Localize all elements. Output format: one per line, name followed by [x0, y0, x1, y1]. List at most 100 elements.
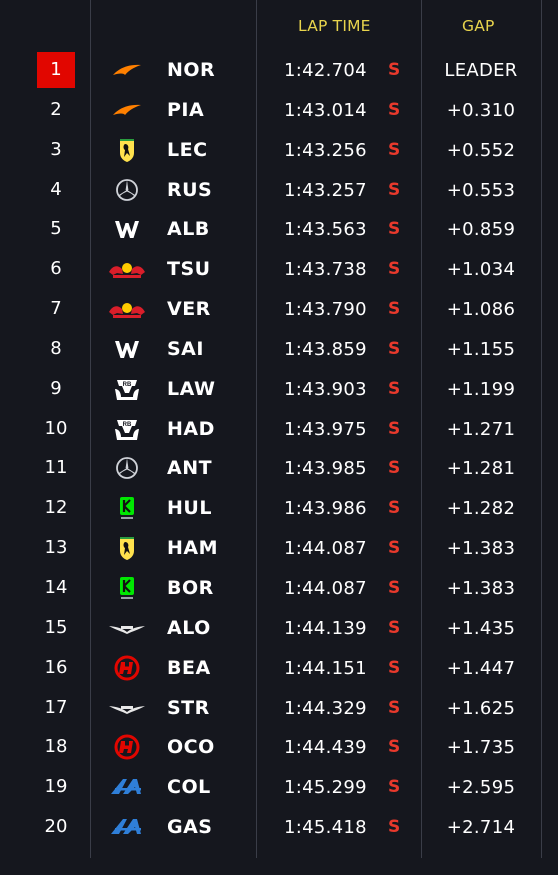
haas-logo — [107, 654, 147, 682]
position-number: 3 — [50, 138, 62, 160]
driver-code: GAS — [167, 816, 213, 839]
lap-time: 1:44.329 — [284, 697, 367, 719]
driver-code: LAW — [167, 377, 216, 400]
gap-value: +1.435 — [446, 617, 516, 639]
lap-time: 1:43.903 — [284, 378, 367, 400]
racing-bulls-logo: RB — [107, 415, 147, 443]
table-row: 12 HUL 1:43.986 S +1.282 — [0, 489, 558, 529]
position-number: 16 — [44, 656, 68, 678]
position-number: 14 — [44, 576, 68, 598]
lap-time: 1:43.986 — [284, 498, 367, 520]
lap-time: 1:43.256 — [284, 139, 367, 161]
driver-code: VER — [167, 298, 211, 321]
table-row: 7 VER 1:43.790 S +1.086 — [0, 290, 558, 330]
driver-code: ALB — [167, 218, 210, 241]
ferrari-logo — [107, 136, 147, 164]
tyre-compound: S — [388, 338, 401, 359]
lap-time: 1:45.299 — [284, 777, 367, 799]
driver-code: LEC — [167, 138, 208, 161]
tyre-compound: S — [388, 299, 401, 320]
ferrari-logo — [107, 534, 147, 562]
table-row: 17 STR 1:44.329 S +1.625 — [0, 689, 558, 729]
mclaren-logo — [107, 96, 147, 124]
table-row: 16 BEA 1:44.151 S +1.447 — [0, 649, 558, 689]
alpine-logo — [107, 773, 147, 801]
tyre-compound: S — [388, 99, 401, 120]
gap-value: +1.383 — [446, 577, 516, 599]
gap-value: +1.447 — [446, 657, 516, 679]
tyre-compound: S — [388, 60, 401, 80]
mclaren-logo — [107, 56, 147, 84]
driver-code: COL — [167, 776, 211, 799]
position-number: 20 — [44, 816, 68, 838]
driver-code: BOR — [167, 576, 214, 599]
position-number: 6 — [50, 258, 62, 280]
mercedes-logo — [107, 454, 147, 482]
gap-value: +2.595 — [446, 777, 516, 799]
table-row: 1 NOR 1:42.704 S LEADER — [0, 51, 558, 91]
header-gap: GAP — [462, 17, 495, 35]
tyre-compound: S — [388, 617, 401, 638]
driver-code: ALO — [167, 616, 211, 639]
position-number: 1 — [37, 52, 75, 88]
position-number: 12 — [44, 497, 68, 519]
table-row: 14 BOR 1:44.087 S +1.383 — [0, 569, 558, 609]
redbull-logo — [107, 295, 147, 323]
header-lap-time: LAP TIME — [298, 17, 371, 35]
tyre-compound: S — [388, 179, 401, 200]
column-divider — [541, 0, 542, 858]
tyre-compound: S — [388, 219, 401, 240]
kick-sauber-logo — [107, 494, 147, 522]
position-number: 11 — [44, 457, 68, 479]
gap-value: +0.553 — [446, 179, 516, 201]
driver-code: SAI — [167, 337, 204, 360]
tyre-compound: S — [388, 777, 401, 798]
table-row: 15 ALO 1:44.139 S +1.435 — [0, 609, 558, 649]
position-number: 4 — [50, 178, 62, 200]
timing-table: 1 NOR 1:42.704 S LEADER 2 PIA 1:43.014 S +0.310… — [0, 51, 558, 848]
table-row: 19 COL 1:45.299 S +2.595 — [0, 768, 558, 808]
gap-value: +1.199 — [446, 378, 516, 400]
position-number: 7 — [50, 298, 62, 320]
tyre-compound: S — [388, 418, 401, 439]
gap-value: LEADER — [444, 60, 518, 81]
gap-value: +0.310 — [446, 99, 516, 121]
gap-value: +1.735 — [446, 737, 516, 759]
tyre-compound: S — [388, 697, 401, 718]
position-number: 15 — [44, 616, 68, 638]
gap-value: +1.625 — [446, 697, 516, 719]
position-number: 9 — [50, 377, 62, 399]
lap-time: 1:43.859 — [284, 338, 367, 360]
lap-time: 1:43.975 — [284, 418, 367, 440]
driver-code: PIA — [167, 98, 205, 121]
driver-code: HAD — [167, 417, 215, 440]
table-row: 13 HAM 1:44.087 S +1.383 — [0, 529, 558, 569]
position-number: 13 — [44, 537, 68, 559]
position-number: 2 — [50, 98, 62, 120]
tyre-compound: S — [388, 139, 401, 160]
svg-text:RB: RB — [123, 422, 132, 428]
column-divider — [421, 0, 422, 858]
lap-time: 1:43.563 — [284, 219, 367, 241]
table-row: 18 OCO 1:44.439 S +1.735 — [0, 728, 558, 768]
gap-value: +1.155 — [446, 338, 516, 360]
mercedes-logo — [107, 176, 147, 204]
lap-time: 1:44.151 — [284, 657, 367, 679]
position-number: 5 — [50, 218, 62, 240]
lap-time: 1:43.738 — [284, 259, 367, 281]
gap-value: +2.714 — [446, 817, 516, 839]
gap-value: +0.552 — [446, 139, 516, 161]
gap-value: +1.271 — [446, 418, 516, 440]
table-row: 11 ANT 1:43.985 S +1.281 — [0, 449, 558, 489]
tyre-compound: S — [388, 817, 401, 838]
driver-code: HAM — [167, 537, 219, 560]
kick-sauber-logo — [107, 574, 147, 602]
table-row: 20 GAS 1:45.418 S +2.714 — [0, 808, 558, 848]
position-number: 17 — [44, 696, 68, 718]
tyre-compound: S — [388, 538, 401, 559]
svg-text:RB: RB — [123, 382, 132, 388]
gap-value: +1.383 — [446, 538, 516, 560]
lap-time: 1:42.704 — [284, 60, 367, 81]
column-divider — [256, 0, 257, 858]
lap-time: 1:43.985 — [284, 458, 367, 480]
